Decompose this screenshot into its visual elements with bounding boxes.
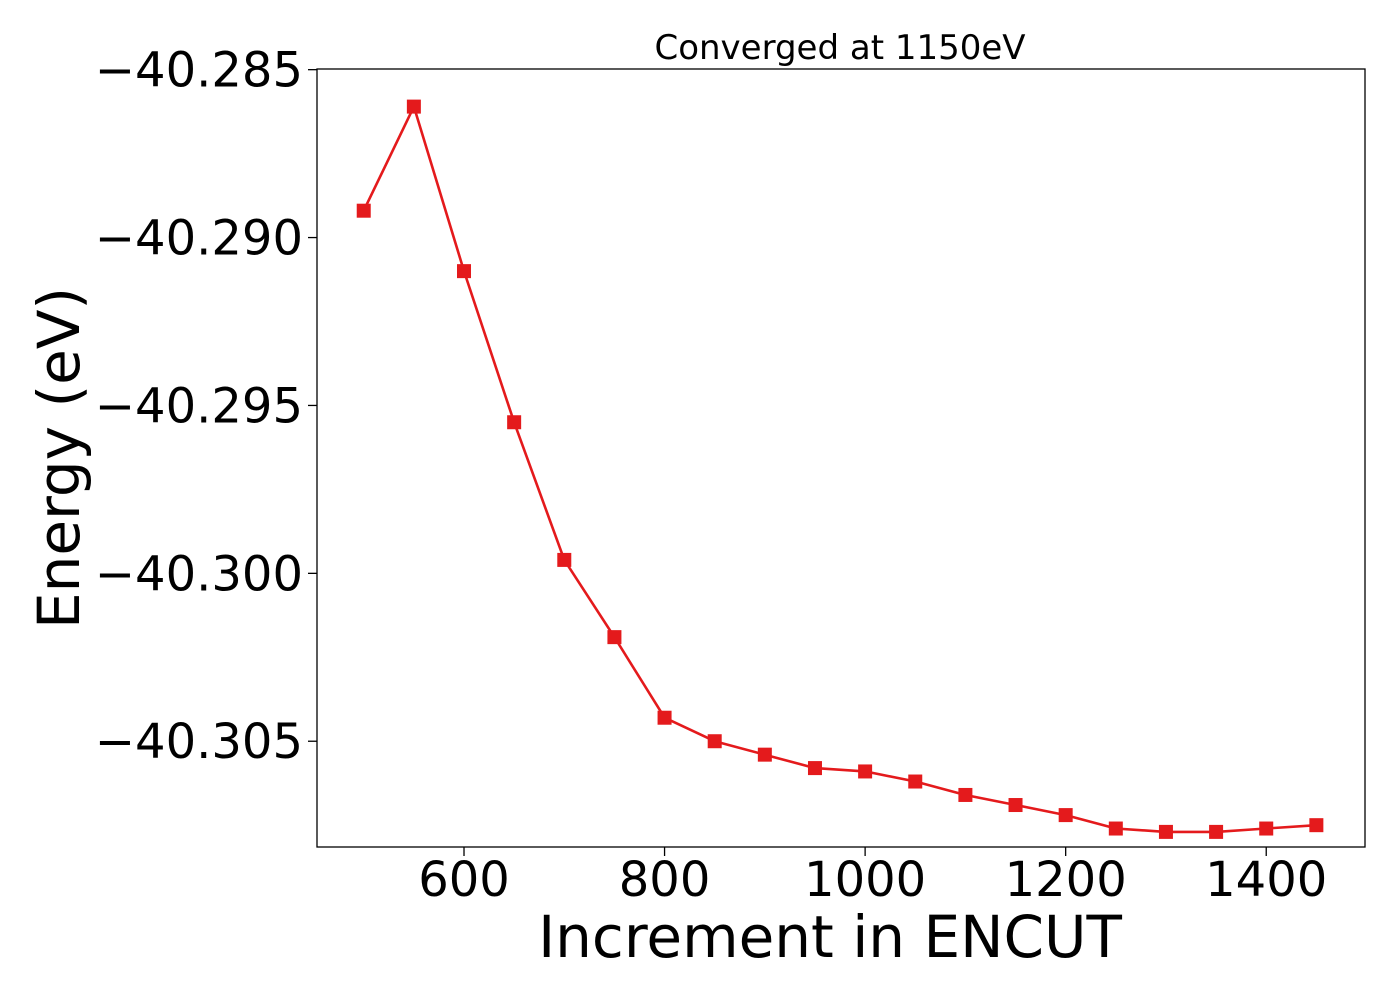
x-tick-label: 600 (418, 852, 510, 908)
data-point-marker (657, 710, 672, 725)
data-point-marker (1309, 818, 1324, 833)
data-point-marker (457, 264, 472, 279)
data-point-marker (1158, 824, 1173, 839)
data-point-marker (858, 764, 873, 779)
series-layer (356, 99, 1324, 839)
y-tick-label: −40.305 (95, 714, 303, 770)
data-point-marker (356, 203, 371, 218)
data-point-marker (557, 552, 572, 567)
data-point-marker (1209, 824, 1224, 839)
x-axis-ticks: 600 800 1000 1200 1400 (418, 847, 1327, 908)
y-axis-ticks: −40.285 −40.290 −40.295 −40.300 −40.305 (95, 43, 317, 770)
chart-title: Converged at 1150eV (654, 28, 1025, 68)
data-point-marker (1008, 798, 1023, 813)
data-point-marker (707, 734, 722, 749)
y-tick-label: −40.300 (95, 546, 303, 602)
y-tick-label: −40.285 (95, 43, 303, 99)
data-point-marker (908, 774, 923, 789)
data-point-marker (507, 415, 522, 430)
x-tick-label: 1200 (1005, 852, 1127, 908)
data-point-marker (757, 747, 772, 762)
data-point-marker (1259, 821, 1274, 836)
x-axis-label: Increment in ENCUT (538, 903, 1122, 971)
data-point-marker (958, 787, 973, 802)
plot-frame (316, 68, 1366, 848)
y-tick-label: −40.295 (95, 378, 303, 434)
data-point-marker (607, 630, 622, 645)
data-point-marker (1058, 808, 1073, 823)
data-point-marker (406, 99, 421, 114)
y-axis-label: Energy (eV) (25, 287, 93, 629)
x-tick-label: 1000 (804, 852, 926, 908)
y-tick-label: −40.290 (95, 211, 303, 267)
data-point-marker (807, 761, 822, 776)
series-line (362, 105, 1317, 834)
x-tick-label: 800 (619, 852, 711, 908)
data-point-marker (1108, 821, 1123, 836)
x-tick-label: 1400 (1205, 852, 1327, 908)
